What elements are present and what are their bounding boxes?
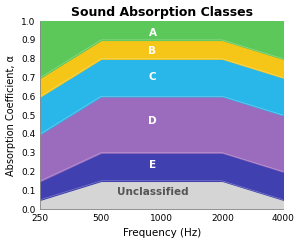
Text: A: A (148, 28, 157, 38)
Text: E: E (149, 160, 156, 170)
X-axis label: Frequency (Hz): Frequency (Hz) (123, 228, 201, 238)
Text: D: D (148, 116, 157, 126)
Title: Sound Absorption Classes: Sound Absorption Classes (71, 6, 253, 19)
Text: Unclassified: Unclassified (117, 187, 188, 197)
Text: C: C (148, 72, 156, 82)
Text: B: B (148, 46, 157, 56)
Y-axis label: Absorption Coefficient, α: Absorption Coefficient, α (6, 55, 16, 176)
